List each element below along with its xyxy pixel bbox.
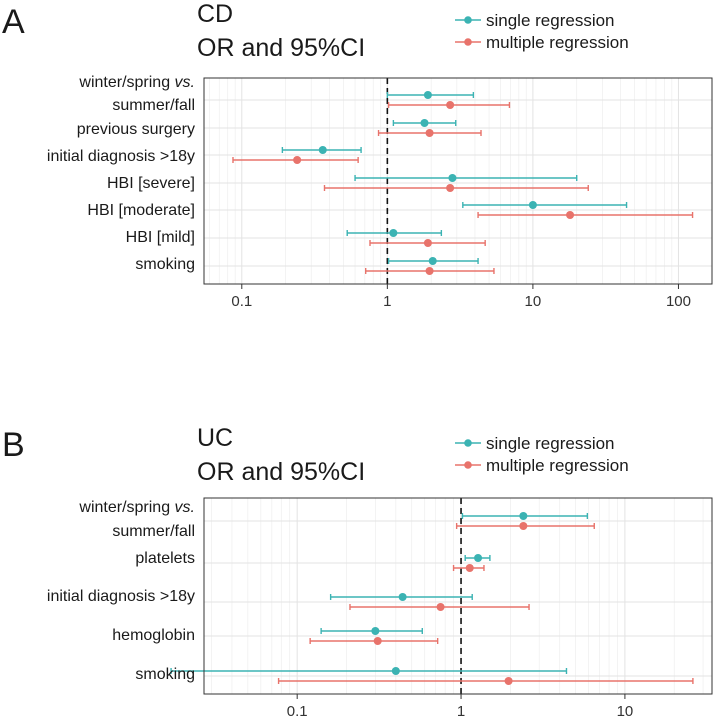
single-estimate-row3 (329, 593, 473, 601)
single-estimate-row4 (354, 174, 578, 182)
legend-label-single: single regression (486, 11, 615, 30)
legend-label-single: single regression (486, 434, 615, 453)
legend-key-multiple (455, 38, 481, 46)
panel-b-subtitle: OR and 95%CI (197, 458, 365, 486)
single-point (391, 667, 400, 675)
y-label-row2: previous surgery (77, 121, 195, 138)
x-tick-label: 1 (457, 703, 465, 720)
single-point (318, 146, 327, 154)
multiple-estimate-row5 (477, 211, 694, 219)
single-point (528, 201, 537, 209)
single-point (420, 119, 429, 127)
multiple-point (446, 101, 455, 109)
single-estimate-row6 (346, 229, 443, 237)
multiple-point (436, 603, 445, 611)
multiple-point (425, 129, 434, 137)
multiple-estimate-row1 (455, 522, 595, 530)
y-label-row1-line2: summer/fall (112, 523, 195, 540)
multiple-point (423, 239, 432, 247)
legend-key-single (455, 16, 481, 24)
multiple-estimate-row2 (377, 129, 482, 137)
y-label-row5: smoking (135, 666, 195, 683)
single-point (474, 554, 483, 562)
multiple-estimate-row3 (349, 603, 530, 611)
multiple-estimate-row3 (232, 156, 359, 164)
single-point (519, 512, 528, 520)
x-tick-label: 0.1 (287, 703, 308, 720)
single-point (428, 257, 437, 265)
multiple-point (293, 156, 302, 164)
panel-a-data-marks (232, 91, 694, 275)
multiple-point (566, 211, 575, 219)
multiple-estimate-row4 (309, 637, 439, 645)
single-point (423, 91, 432, 99)
y-label-row4: HBI [severe] (107, 175, 195, 192)
panel-a-y-labels: winter/spring vs. summer/fall previous s… (47, 74, 195, 273)
y-label-row1-line1: winter/spring vs. (78, 499, 195, 516)
panel-b-legend: single regression multiple regression (455, 434, 629, 475)
panel-a-gridlines (204, 78, 712, 284)
multiple-point (465, 564, 474, 572)
x-tick-label: 10 (525, 293, 542, 310)
single-point (389, 229, 398, 237)
multiple-estimate-row1 (387, 101, 511, 109)
panel-a-x-axis: 0.1 1 10 100 (231, 284, 691, 310)
multiple-estimate-row2 (452, 564, 485, 572)
multiple-estimate-row5 (277, 677, 694, 685)
panel-a-subtitle: OR and 95%CI (197, 34, 365, 62)
multiple-point (425, 267, 434, 275)
legend-label-multiple: multiple regression (486, 456, 629, 475)
x-tick-label: 0.1 (231, 293, 252, 310)
panel-letter-a: A (2, 3, 25, 41)
y-label-row7: smoking (135, 256, 195, 273)
panel-a-plot-area (203, 77, 713, 285)
legend-key-multiple (455, 461, 481, 469)
single-estimate-row4 (320, 627, 423, 635)
single-estimate-row1 (386, 91, 475, 99)
x-tick-label: 1 (383, 293, 391, 310)
single-estimate-row2 (392, 119, 457, 127)
panel-b-data-marks (170, 512, 694, 685)
y-label-row3: initial diagnosis >18y (47, 588, 195, 605)
multiple-estimate-row4 (323, 184, 589, 192)
single-estimate-row2 (464, 554, 491, 562)
multiple-estimate-row7 (364, 267, 495, 275)
y-label-row5: HBI [moderate] (87, 202, 195, 219)
y-label-row2: platelets (135, 550, 195, 567)
single-point (398, 593, 407, 601)
panel-b-title: UC (197, 424, 233, 452)
single-point (371, 627, 380, 635)
panel-a-cd: A CD OR and 95%CI single regression mult… (2, 0, 713, 310)
y-label-row6: HBI [mild] (126, 229, 195, 246)
y-label-row3: initial diagnosis >18y (47, 148, 195, 165)
panel-b-x-axis: 0.1 1 10 (287, 694, 634, 720)
multiple-estimate-row6 (369, 239, 486, 247)
single-estimate-row3 (281, 146, 362, 154)
panel-b-plot-area (203, 497, 713, 695)
single-point (448, 174, 457, 182)
panel-a-title: CD (197, 0, 233, 28)
panel-letter-b: B (2, 426, 25, 464)
panel-a-legend: single regression multiple regression (455, 11, 629, 52)
x-tick-label: 10 (617, 703, 634, 720)
single-estimate-row5 (170, 667, 568, 675)
y-label-row1-line1: winter/spring vs. (78, 74, 195, 91)
multiple-point (446, 184, 455, 192)
multiple-point (373, 637, 382, 645)
y-label-row4: hemoglobin (112, 627, 195, 644)
x-tick-label: 100 (666, 293, 691, 310)
y-label-row1-line2: summer/fall (112, 97, 195, 114)
multiple-point (519, 522, 528, 530)
single-estimate-row5 (462, 201, 628, 209)
legend-key-single (455, 439, 481, 447)
panel-b-uc: B UC OR and 95%CI single regression mult… (2, 424, 713, 720)
panel-b-y-labels: winter/spring vs. summer/fall platelets … (47, 499, 195, 683)
panel-b-gridlines (204, 498, 712, 694)
single-estimate-row1 (461, 512, 589, 520)
multiple-point (504, 677, 513, 685)
single-estimate-row7 (387, 257, 479, 265)
legend-label-multiple: multiple regression (486, 33, 629, 52)
